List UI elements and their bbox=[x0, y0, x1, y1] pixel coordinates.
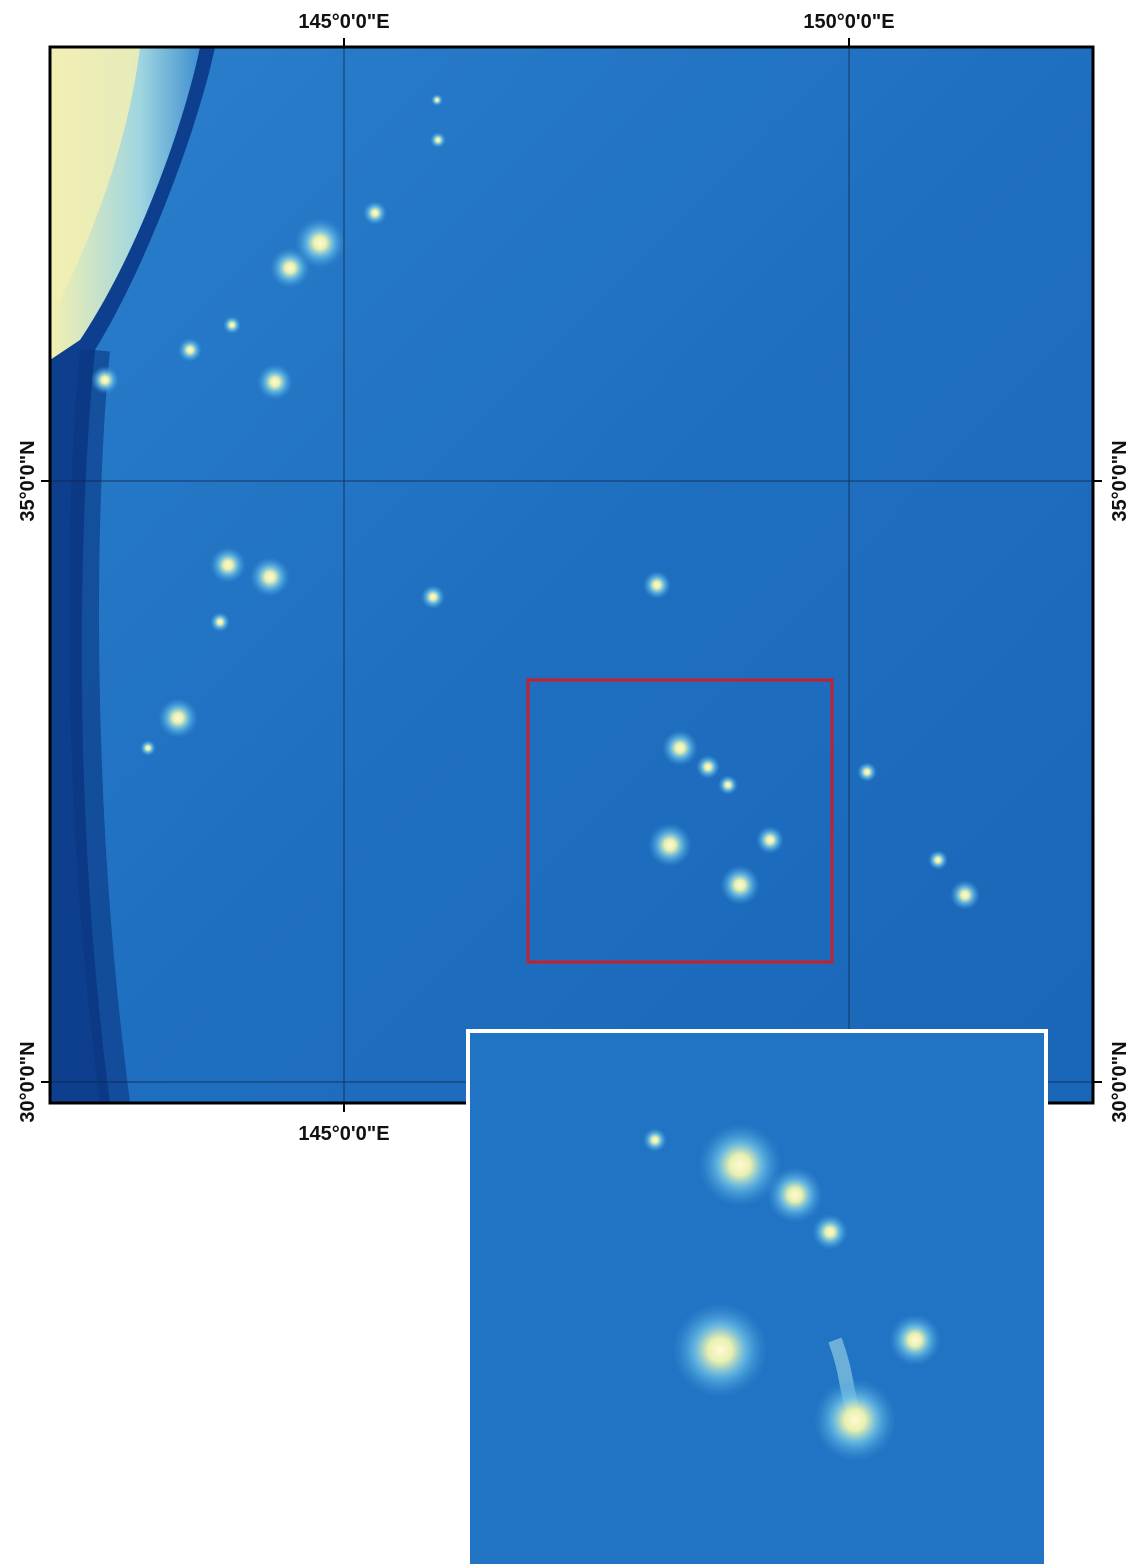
latitude-label: 35°0'0"N bbox=[1109, 440, 1131, 521]
map-raster bbox=[50, 47, 1093, 1103]
latitude-label: 30°0'0"N bbox=[17, 1041, 39, 1122]
map-figure: 145°0'0"E 150°0'0"E 145°0'0"E 35°0'0"N 3… bbox=[0, 0, 1144, 1564]
latitude-label: 35°0'0"N bbox=[17, 440, 39, 521]
latitude-label: 30°0'0"N bbox=[1109, 1041, 1131, 1122]
longitude-label: 145°0'0"E bbox=[298, 1123, 389, 1145]
longitude-label: 150°0'0"E bbox=[803, 11, 894, 33]
inset-raster bbox=[470, 1033, 1044, 1564]
longitude-label: 145°0'0"E bbox=[298, 11, 389, 33]
